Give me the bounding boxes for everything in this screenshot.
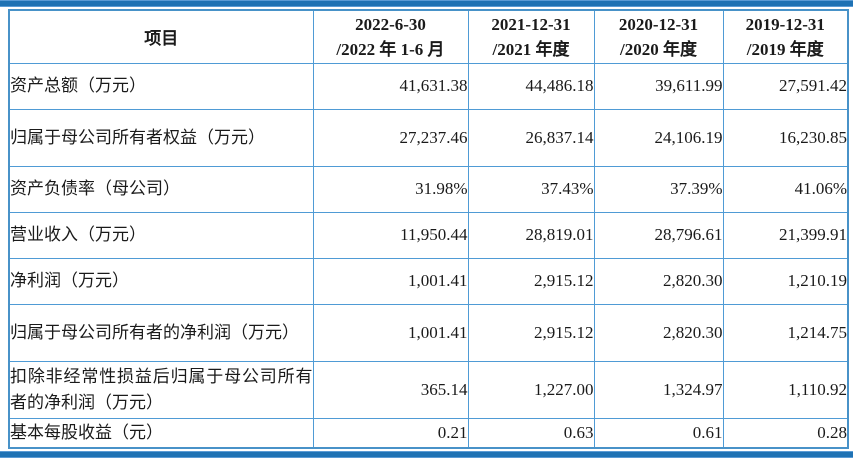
value-cell: 365.14 [312,360,469,419]
value-cell: 2,820.30 [593,257,724,305]
row-label: 归属于母公司所有者权益（万元） [8,108,314,167]
header-period-2021: 2021-12-31 /2021 年度 [467,9,595,64]
value-cell: 2,915.12 [467,303,595,362]
value-cell: 0.61 [593,417,724,449]
value-cell: 2,820.30 [593,303,724,362]
value-cell: 31.98% [312,165,469,213]
header-period-2019: 2019-12-31 /2019 年度 [722,9,849,64]
value-cell: 1,210.19 [722,257,849,305]
value-cell: 41.06% [722,165,849,213]
value-cell: 11,950.44 [312,211,469,259]
period-date: 2019-12-31 [745,14,825,34]
row-label: 扣除非经常性损益后归属于母公司所有者的净利润（万元） [8,360,314,419]
bottom-rule-bar [0,451,853,458]
value-cell: 16,230.85 [722,108,849,167]
header-period-2020: 2020-12-31 /2020 年度 [593,9,724,64]
value-cell: 24,106.19 [593,108,724,167]
value-cell: 27,591.42 [722,62,849,110]
period-span: /2021 年度 [492,39,570,59]
value-cell: 44,486.18 [467,62,595,110]
table-row-debt-ratio: 资产负债率（母公司） 31.98% 37.43% 37.39% 41.06% [8,165,849,213]
table-row-net-profit: 净利润（万元） 1,001.41 2,915.12 2,820.30 1,210… [8,257,849,305]
value-cell: 37.39% [593,165,724,213]
table-row-deducted-net-profit: 扣除非经常性损益后归属于母公司所有者的净利润（万元） 365.14 1,227.… [8,360,849,419]
header-period-2022: 2022-6-30 /2022 年 1-6 月 [312,9,469,64]
table-row-parent-equity: 归属于母公司所有者权益（万元） 27,237.46 26,837.14 24,1… [8,108,849,167]
value-cell: 1,001.41 [312,303,469,362]
table-header-row: 项目 2022-6-30 /2022 年 1-6 月 2021-12-31 /2… [8,9,849,64]
row-label: 归属于母公司所有者的净利润（万元） [8,303,314,362]
period-date: 2020-12-31 [618,14,699,34]
value-cell: 28,796.61 [593,211,724,259]
value-cell: 2,915.12 [467,257,595,305]
top-rule-bar [0,0,853,7]
value-cell: 1,227.00 [467,360,595,419]
value-cell: 1,001.41 [312,257,469,305]
value-cell: 39,611.99 [593,62,724,110]
value-cell: 27,237.46 [312,108,469,167]
period-span: /2022 年 1-6 月 [336,39,445,59]
value-cell: 37.43% [467,165,595,213]
period-span: /2019 年度 [746,39,824,59]
value-cell: 0.21 [312,417,469,449]
row-label: 营业收入（万元） [8,211,314,259]
period-date: 2022-6-30 [355,14,426,34]
value-cell: 41,631.38 [312,62,469,110]
value-cell: 21,399.91 [722,211,849,259]
row-label: 资产总额（万元） [8,62,314,110]
period-span: /2020 年度 [620,39,697,59]
value-cell: 28,819.01 [467,211,595,259]
financial-summary-table: 项目 2022-6-30 /2022 年 1-6 月 2021-12-31 /2… [8,9,849,449]
row-label: 资产负债率（母公司） [8,165,314,213]
table-row-basic-eps: 基本每股收益（元） 0.21 0.63 0.61 0.28 [8,417,849,449]
table-row-revenue: 营业收入（万元） 11,950.44 28,819.01 28,796.61 2… [8,211,849,259]
value-cell: 1,214.75 [722,303,849,362]
header-item-label: 项目 [8,9,314,64]
value-cell: 0.63 [467,417,595,449]
table-row-total-assets: 资产总额（万元） 41,631.38 44,486.18 39,611.99 2… [8,62,849,110]
row-label: 净利润（万元） [8,257,314,305]
value-cell: 0.28 [722,417,849,449]
period-date: 2021-12-31 [491,14,571,34]
value-cell: 1,324.97 [593,360,724,419]
table-row-parent-net-profit: 归属于母公司所有者的净利润（万元） 1,001.41 2,915.12 2,82… [8,303,849,362]
row-label: 基本每股收益（元） [8,417,314,449]
value-cell: 26,837.14 [467,108,595,167]
value-cell: 1,110.92 [722,360,849,419]
